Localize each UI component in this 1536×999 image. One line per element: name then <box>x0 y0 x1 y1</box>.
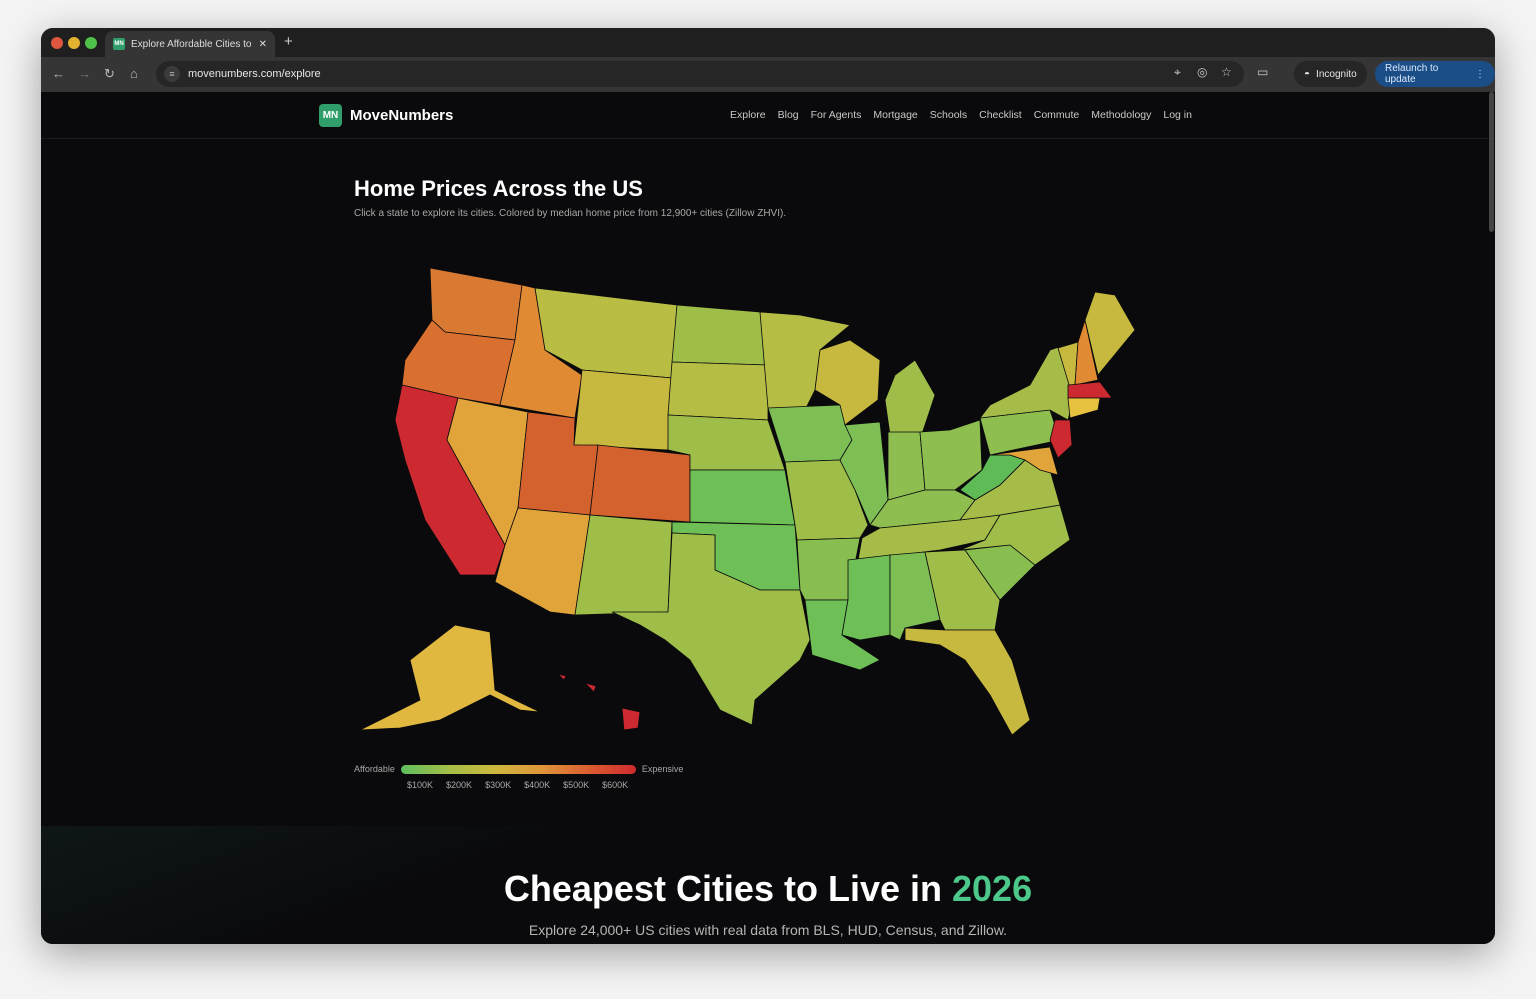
browser-tab[interactable]: MN Explore Affordable Cities to Li ✕ <box>105 31 275 57</box>
legend-tick: $600K <box>602 780 629 790</box>
state-hi[interactable] <box>583 682 597 693</box>
state-ny[interactable] <box>979 344 1073 421</box>
page-title: Home Prices Across the US <box>354 176 643 201</box>
legend-tick: $100K <box>407 780 434 790</box>
state-sd[interactable] <box>667 361 769 421</box>
relaunch-button[interactable]: Relaunch to update ⋮ <box>1375 61 1495 87</box>
logo-mark: MN <box>319 104 342 127</box>
incognito-icon: ◓ <box>1304 68 1311 80</box>
state-tx[interactable] <box>611 532 811 726</box>
state-nh[interactable] <box>1074 318 1099 386</box>
back-icon[interactable]: ← <box>52 66 65 81</box>
state-in[interactable] <box>887 431 926 501</box>
new-tab-button[interactable]: + <box>284 33 293 50</box>
site-logo[interactable]: MN MoveNumbers <box>319 104 453 127</box>
browser-toolbar: ← → ↻ ⌂ ≡ movenumbers.com/explore ⌖ ◎ ☆ … <box>41 57 1495 92</box>
nav-commute[interactable]: Commute <box>1033 109 1080 121</box>
hero-title-year: 2026 <box>952 868 1033 909</box>
more-menu-icon[interactable]: ⋮ <box>1475 68 1485 80</box>
legend-tick: $300K <box>485 780 512 790</box>
map-legend: Affordable Expensive <box>354 764 683 774</box>
address-bar[interactable]: ≡ movenumbers.com/explore <box>156 61 1244 87</box>
close-tab-icon[interactable]: ✕ <box>258 38 267 50</box>
nav-explore[interactable]: Explore <box>730 109 766 121</box>
state-wy[interactable] <box>573 369 673 451</box>
legend-ticks: $100K $200K $300K $400K $500K $600K <box>407 780 628 790</box>
nav-log-in[interactable]: Log in <box>1163 109 1192 121</box>
location-icon[interactable]: ⌖ <box>1174 65 1181 79</box>
legend-tick: $200K <box>446 780 473 790</box>
state-fl[interactable] <box>904 627 1031 736</box>
state-hi[interactable] <box>621 707 641 731</box>
maximize-window-button[interactable] <box>85 37 97 49</box>
main-nav: Explore Blog For Agents Mortgage Schools… <box>730 109 1192 121</box>
legend-gradient-bar <box>400 764 636 774</box>
legend-tick: $400K <box>524 780 551 790</box>
hero-title: Cheapest Cities to Live in 2026 <box>41 868 1495 910</box>
state-ak[interactable] <box>359 624 541 731</box>
state-me[interactable] <box>1084 291 1136 376</box>
bookmark-star-icon[interactable]: ☆ <box>1221 65 1232 79</box>
home-icon[interactable]: ⌂ <box>130 66 138 81</box>
incognito-indicator[interactable]: ◓ Incognito <box>1294 61 1367 87</box>
state-hi[interactable] <box>556 673 567 681</box>
nav-schools[interactable]: Schools <box>929 109 968 121</box>
nav-methodology[interactable]: Methodology <box>1091 109 1152 121</box>
nav-mortgage[interactable]: Mortgage <box>873 109 918 121</box>
hero-section: Cheapest Cities to Live in 2026 Explore … <box>41 826 1495 944</box>
tab-bar: MN Explore Affordable Cities to Li ✕ + <box>41 28 1495 57</box>
state-nc[interactable] <box>959 504 1071 566</box>
state-wi[interactable] <box>814 339 881 426</box>
hero-title-prefix: Cheapest Cities to Live in <box>503 868 952 909</box>
scrollbar[interactable] <box>1489 92 1494 232</box>
hero-subtitle: Explore 24,000+ US cities with real data… <box>528 922 1008 938</box>
state-wa[interactable] <box>429 267 523 341</box>
site-header: MN MoveNumbers Explore Blog For Agents M… <box>41 92 1495 139</box>
url-text: movenumbers.com/explore <box>188 68 321 80</box>
state-ma[interactable] <box>1067 381 1113 399</box>
nav-checklist[interactable]: Checklist <box>979 109 1022 121</box>
state-ia[interactable] <box>767 404 853 463</box>
close-window-button[interactable] <box>51 37 63 49</box>
legend-high-label: Expensive <box>641 764 684 774</box>
page-subtitle: Click a state to explore its cities. Col… <box>354 208 787 219</box>
legend-low-label: Affordable <box>354 764 395 774</box>
minimize-window-button[interactable] <box>68 37 80 49</box>
state-nd[interactable] <box>671 304 769 366</box>
forward-icon[interactable]: → <box>78 66 91 81</box>
incognito-label: Incognito <box>1316 68 1357 80</box>
reload-icon[interactable]: ↻ <box>104 66 115 81</box>
state-nm[interactable] <box>574 514 673 616</box>
nav-for-agents[interactable]: For Agents <box>810 109 862 121</box>
state-ct[interactable] <box>1067 397 1101 419</box>
tracking-blocked-eye-icon[interactable]: ◎ <box>1197 65 1208 79</box>
legend-tick: $500K <box>563 780 590 790</box>
state-ms[interactable] <box>841 554 891 641</box>
favicon-icon: MN <box>113 38 125 50</box>
state-il[interactable] <box>839 421 889 526</box>
state-nj[interactable] <box>1049 419 1073 459</box>
relaunch-label: Relaunch to update <box>1385 63 1439 85</box>
reading-mode-icon[interactable]: ▭ <box>1257 65 1269 79</box>
nav-blog[interactable]: Blog <box>777 109 799 121</box>
logo-name: MoveNumbers <box>350 107 454 124</box>
tab-title: Explore Affordable Cities to Li <box>131 38 253 50</box>
state-mi[interactable] <box>884 359 936 441</box>
state-co[interactable] <box>589 444 691 523</box>
state-ks[interactable] <box>689 469 796 526</box>
site-info-icon[interactable]: ≡ <box>164 66 180 82</box>
state-md[interactable] <box>989 446 1059 476</box>
